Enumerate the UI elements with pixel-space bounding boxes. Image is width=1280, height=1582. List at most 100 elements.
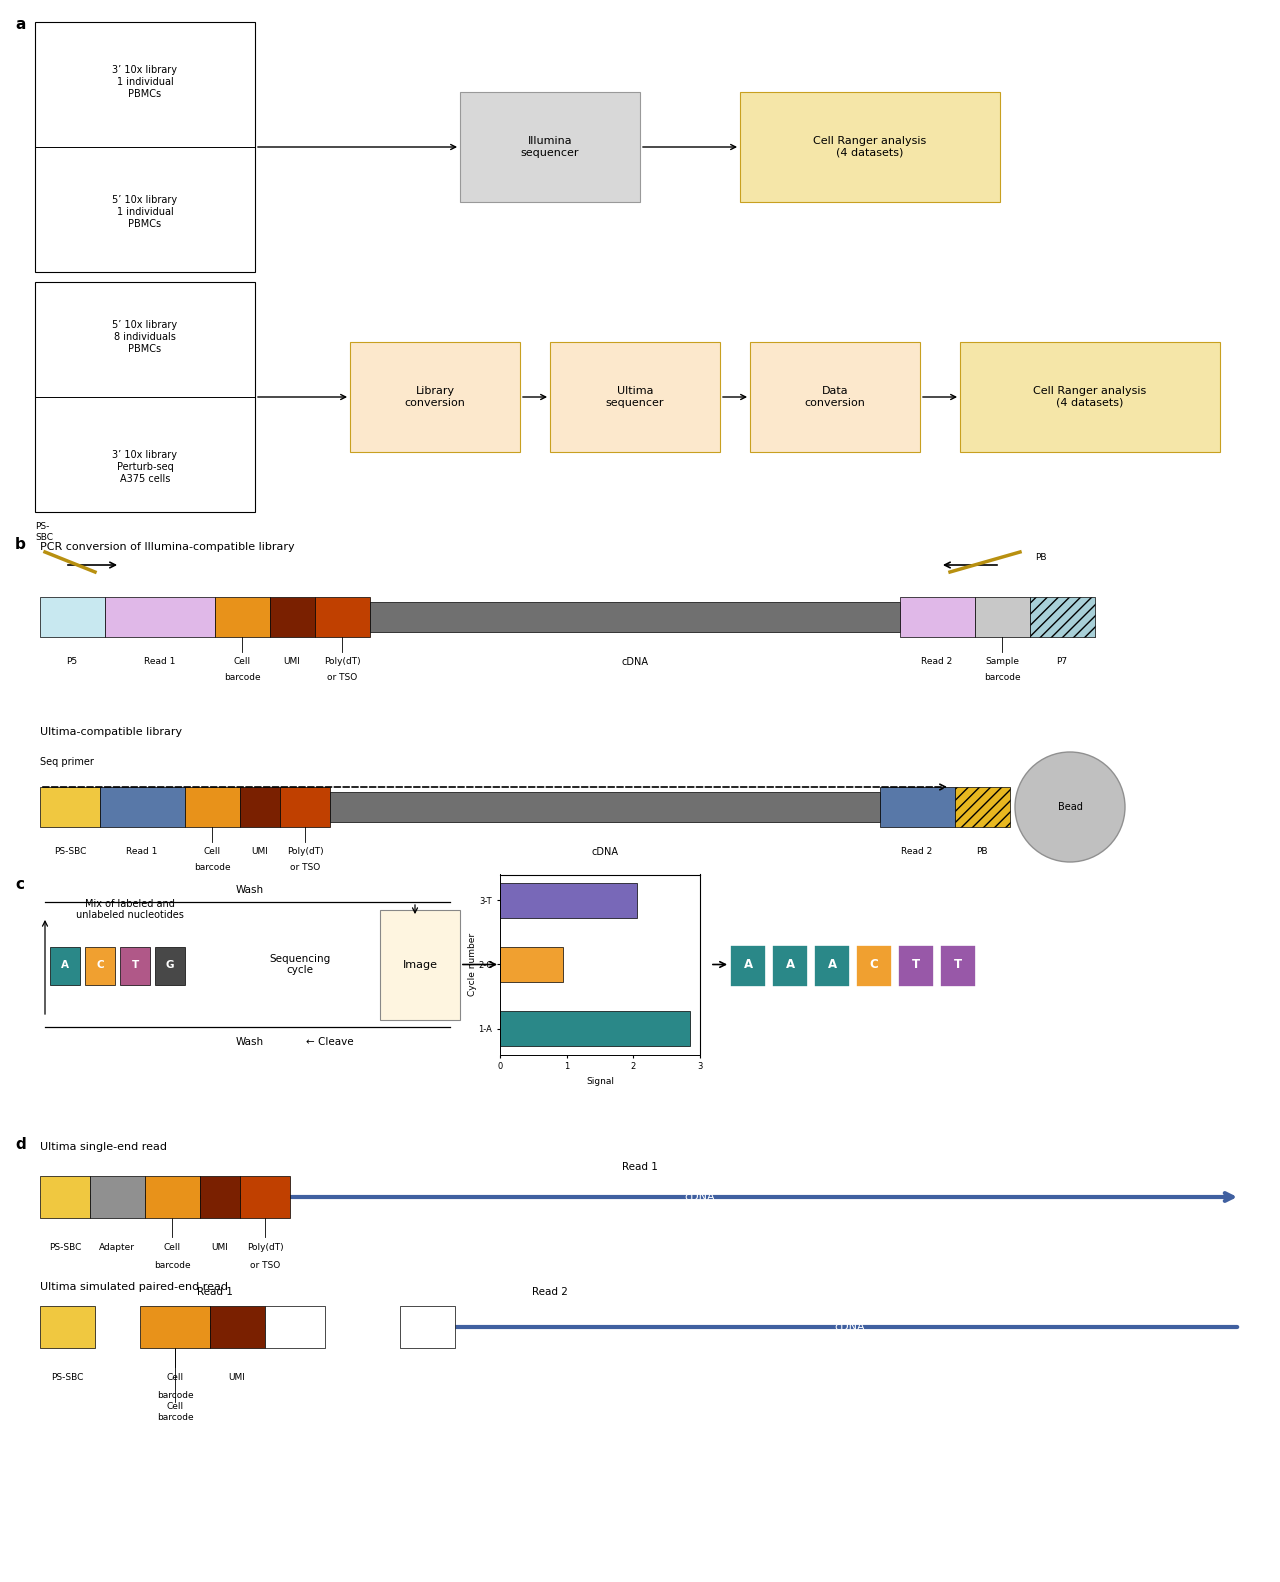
Bar: [186, 786, 241, 827]
Text: Mix of labeled and
unlabeled nucleotides: Mix of labeled and unlabeled nucleotides: [76, 899, 184, 921]
Text: Illumina
sequencer: Illumina sequencer: [521, 136, 580, 158]
Bar: [900, 596, 975, 638]
Bar: [241, 786, 280, 827]
Text: PCR conversion of Illumina-compatible library: PCR conversion of Illumina-compatible li…: [40, 543, 294, 552]
Text: UMI: UMI: [229, 1373, 246, 1381]
Text: T: T: [954, 959, 963, 971]
Text: Sequencing
cycle: Sequencing cycle: [269, 954, 330, 975]
Bar: [750, 342, 920, 452]
Text: Library
conversion: Library conversion: [404, 386, 466, 408]
Text: T: T: [132, 960, 138, 970]
Text: 5’ 10x library
8 individuals
PBMCs: 5’ 10x library 8 individuals PBMCs: [113, 321, 178, 354]
Bar: [772, 944, 808, 987]
Bar: [40, 1307, 95, 1348]
Text: Image: Image: [402, 960, 438, 970]
Text: Cell: Cell: [164, 1242, 180, 1251]
Text: Ultima
sequencer: Ultima sequencer: [605, 386, 664, 408]
Text: P5: P5: [67, 658, 78, 666]
Bar: [140, 1307, 210, 1348]
Text: d: d: [15, 1137, 26, 1152]
Bar: [50, 946, 79, 984]
Text: PS-SBC: PS-SBC: [54, 848, 86, 856]
Text: UMI: UMI: [284, 658, 301, 666]
Bar: [550, 342, 719, 452]
Text: Poly(dT): Poly(dT): [247, 1242, 283, 1251]
Text: barcode: barcode: [224, 672, 260, 682]
Bar: [740, 92, 1000, 202]
Text: Ultima simulated paired-end read: Ultima simulated paired-end read: [40, 1281, 228, 1292]
Text: Poly(dT): Poly(dT): [324, 658, 360, 666]
Bar: [155, 946, 186, 984]
Text: PS-SBC: PS-SBC: [51, 1373, 83, 1381]
Bar: [955, 786, 1010, 827]
Text: A: A: [786, 959, 795, 971]
Bar: [265, 1307, 325, 1348]
Bar: [399, 1307, 454, 1348]
Text: cDNA: cDNA: [622, 657, 649, 668]
Text: Read 1: Read 1: [145, 658, 175, 666]
Text: 3’ 10x library
1 individual
PBMCs: 3’ 10x library 1 individual PBMCs: [113, 65, 178, 98]
Text: Cell Ranger analysis
(4 datasets): Cell Ranger analysis (4 datasets): [813, 136, 927, 158]
Bar: [814, 944, 850, 987]
Bar: [330, 793, 881, 823]
Text: PS-SBC: PS-SBC: [49, 1242, 81, 1251]
Text: or TSO: or TSO: [250, 1261, 280, 1269]
Bar: [881, 786, 955, 827]
Bar: [215, 596, 270, 638]
Text: barcode: barcode: [193, 862, 230, 872]
Bar: [270, 596, 315, 638]
X-axis label: Signal: Signal: [586, 1077, 614, 1085]
Text: cDNA: cDNA: [591, 846, 618, 857]
Bar: [315, 596, 370, 638]
Text: Wash: Wash: [236, 1036, 264, 1047]
Text: a: a: [15, 17, 26, 32]
Text: UMI: UMI: [252, 848, 269, 856]
Text: barcode: barcode: [984, 672, 1020, 682]
Text: C: C: [96, 960, 104, 970]
Text: C: C: [869, 959, 878, 971]
Text: ← Cleave: ← Cleave: [306, 1036, 353, 1047]
Text: A: A: [744, 959, 753, 971]
Text: or TSO: or TSO: [289, 862, 320, 872]
Text: Read 1: Read 1: [127, 848, 157, 856]
Bar: [460, 92, 640, 202]
Bar: [90, 1175, 145, 1218]
Text: Read 1: Read 1: [197, 1288, 233, 1297]
Text: Read 2: Read 2: [922, 658, 952, 666]
Bar: [730, 944, 765, 987]
Bar: [35, 282, 255, 513]
Text: A: A: [61, 960, 69, 970]
Text: cDNA: cDNA: [835, 1323, 865, 1332]
Text: Cell Ranger analysis
(4 datasets): Cell Ranger analysis (4 datasets): [1033, 386, 1147, 408]
Text: Cell: Cell: [233, 658, 251, 666]
Bar: [35, 22, 255, 272]
Bar: [145, 1175, 200, 1218]
Text: Data
conversion: Data conversion: [805, 386, 865, 408]
Bar: [856, 944, 892, 987]
Text: PB: PB: [977, 848, 988, 856]
Bar: [500, 883, 636, 918]
Bar: [500, 948, 563, 982]
Text: 3’ 10x library
Perturb-seq
A375 cells: 3’ 10x library Perturb-seq A375 cells: [113, 451, 178, 484]
Text: or TSO: or TSO: [326, 672, 357, 682]
Bar: [280, 786, 330, 827]
Text: Cell: Cell: [204, 848, 220, 856]
Text: Sample: Sample: [986, 658, 1019, 666]
Bar: [40, 596, 105, 638]
Text: G: G: [165, 960, 174, 970]
Bar: [40, 786, 100, 827]
Bar: [380, 910, 460, 1019]
Text: Read 1: Read 1: [622, 1163, 658, 1172]
Text: Read 2: Read 2: [532, 1288, 568, 1297]
Text: P7: P7: [1056, 658, 1068, 666]
Bar: [500, 1011, 690, 1046]
Bar: [84, 946, 115, 984]
Text: Cell
barcode: Cell barcode: [156, 1402, 193, 1422]
Text: barcode: barcode: [154, 1261, 191, 1269]
Circle shape: [1015, 751, 1125, 862]
Text: A: A: [827, 959, 837, 971]
Bar: [940, 944, 977, 987]
Text: Read 2: Read 2: [901, 848, 933, 856]
Text: 5’ 10x library
1 individual
PBMCs: 5’ 10x library 1 individual PBMCs: [113, 196, 178, 229]
Bar: [1030, 596, 1094, 638]
